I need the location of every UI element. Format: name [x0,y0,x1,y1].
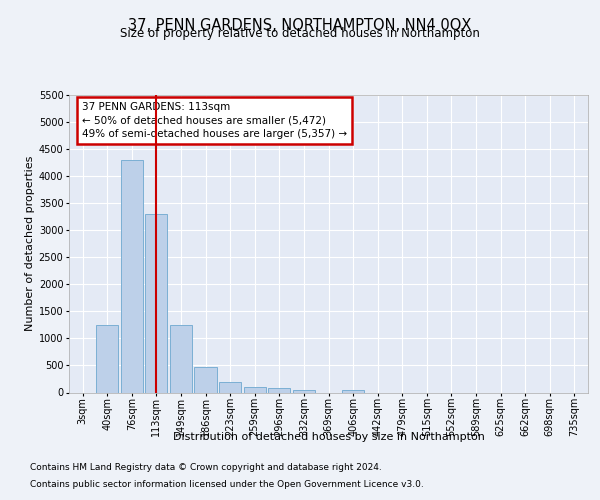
Bar [293,390,315,392]
Text: Contains public sector information licensed under the Open Government Licence v3: Contains public sector information licen… [30,480,424,489]
Bar [145,214,167,392]
Bar [342,390,364,392]
Bar [96,325,118,392]
Bar [121,160,143,392]
Bar [219,382,241,392]
Text: Distribution of detached houses by size in Northampton: Distribution of detached houses by size … [173,432,485,442]
Bar [170,325,192,392]
Bar [194,366,217,392]
Bar [244,387,266,392]
Text: Contains HM Land Registry data © Crown copyright and database right 2024.: Contains HM Land Registry data © Crown c… [30,462,382,471]
Y-axis label: Number of detached properties: Number of detached properties [25,156,35,332]
Text: Size of property relative to detached houses in Northampton: Size of property relative to detached ho… [120,28,480,40]
Text: 37 PENN GARDENS: 113sqm
← 50% of detached houses are smaller (5,472)
49% of semi: 37 PENN GARDENS: 113sqm ← 50% of detache… [82,102,347,139]
Text: 37, PENN GARDENS, NORTHAMPTON, NN4 0QX: 37, PENN GARDENS, NORTHAMPTON, NN4 0QX [128,18,472,32]
Bar [268,388,290,392]
